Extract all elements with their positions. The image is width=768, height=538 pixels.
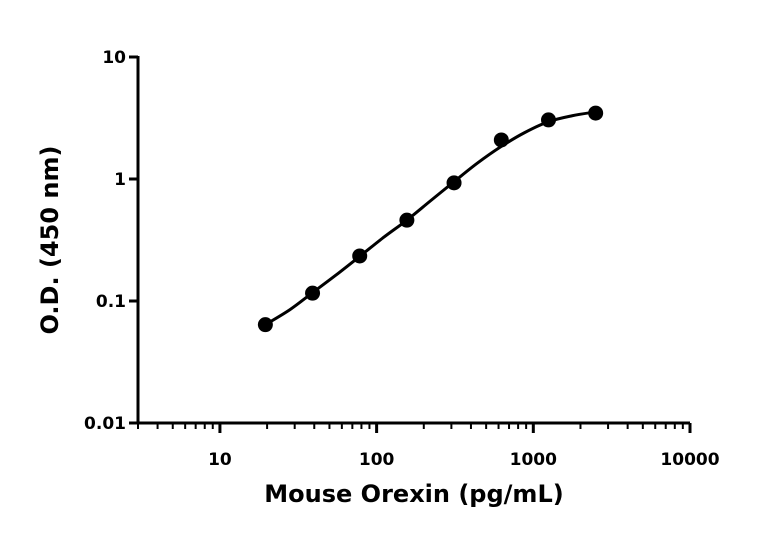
- data-point: [399, 212, 415, 228]
- fit-curve: [264, 110, 596, 326]
- x-tick-label: 10000: [660, 450, 719, 470]
- y-tick-label: 1: [114, 170, 126, 190]
- data-point: [257, 317, 273, 333]
- data-point: [540, 112, 556, 128]
- x-tick-label: 1000: [510, 450, 557, 470]
- data-point: [446, 175, 462, 191]
- x-axis-label: Mouse Orexin (pg/mL): [264, 480, 563, 508]
- y-tick-label: 0.1: [96, 292, 126, 312]
- y-tick-label: 10: [102, 48, 126, 68]
- x-tick-label: 10: [208, 450, 232, 470]
- data-point: [493, 132, 509, 148]
- data-point: [305, 285, 321, 301]
- data-point: [352, 248, 368, 264]
- x-tick-label: 100: [359, 450, 395, 470]
- data-point: [588, 105, 604, 121]
- y-tick-label: 0.01: [84, 414, 126, 434]
- y-axis-label: O.D. (450 nm): [36, 146, 64, 335]
